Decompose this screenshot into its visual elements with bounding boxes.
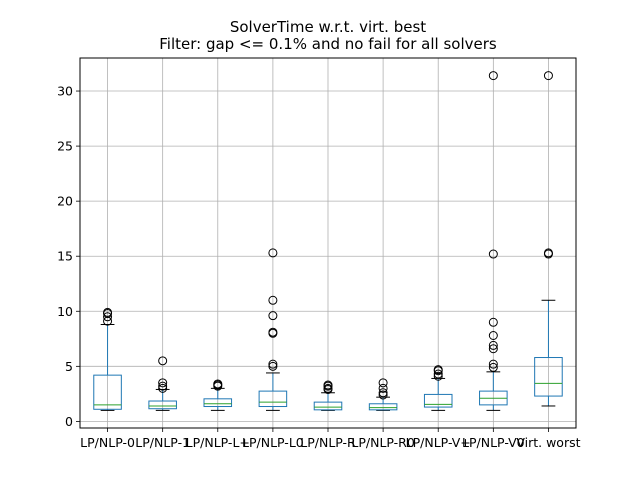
box-7 xyxy=(423,365,453,411)
iqr-box xyxy=(368,403,398,411)
y-tick-label: 15 xyxy=(57,249,73,264)
outlier-point xyxy=(488,362,498,372)
y-tick-label: 30 xyxy=(57,84,73,99)
iqr-box xyxy=(313,401,343,411)
outlier-point xyxy=(323,380,333,390)
outlier-point xyxy=(488,331,498,340)
chart-title: SolverTime w.r.t. virt. best xyxy=(230,18,426,36)
outlier-point xyxy=(378,383,388,393)
outlier-point xyxy=(488,249,498,259)
x-tick-label: LP/NLP-L+ xyxy=(186,435,250,450)
box-3 xyxy=(203,379,233,411)
y-axis: 0 5 10 15 20 25 30 xyxy=(57,84,80,429)
outlier-point xyxy=(488,340,498,350)
outlier-point xyxy=(268,248,278,258)
box-5 xyxy=(313,380,343,411)
x-tick-label: LP/NLP-L0 xyxy=(242,435,304,450)
box-9 xyxy=(534,71,563,407)
outlier-point xyxy=(323,383,333,393)
y-tick-label: 10 xyxy=(57,304,73,319)
outlier-point xyxy=(158,381,168,391)
outlier-point xyxy=(103,312,113,322)
x-tick-label: LP/NLP-1 xyxy=(135,435,190,450)
outlier-point xyxy=(433,365,443,375)
chart-subtitle: Filter: gap <= 0.1% and no fail for all … xyxy=(159,35,497,53)
iqr-box xyxy=(423,393,453,408)
outlier-point xyxy=(268,295,278,305)
box-series xyxy=(93,71,563,411)
x-tick-label: LP/NLP-R0 xyxy=(351,435,414,450)
y-tick-label: 25 xyxy=(57,139,73,154)
outlier-point xyxy=(158,378,168,388)
iqr-box xyxy=(93,374,122,410)
iqr-box xyxy=(258,390,288,408)
outlier-point xyxy=(378,388,388,398)
outlier-point xyxy=(488,71,498,81)
outlier-point xyxy=(488,317,498,327)
outlier-point xyxy=(268,327,278,337)
box-4 xyxy=(258,248,288,411)
x-tick-label: LP/NLP-R xyxy=(300,435,356,450)
outlier-point xyxy=(433,371,443,381)
box-1 xyxy=(93,307,122,411)
outlier-point xyxy=(213,379,223,389)
outlier-point xyxy=(103,307,113,317)
x-tick-label: LP/NLP-0 xyxy=(80,435,135,450)
outlier-point xyxy=(433,369,443,379)
outlier-point xyxy=(268,359,278,369)
box-6 xyxy=(368,378,398,411)
y-tick-label: 5 xyxy=(65,359,73,374)
x-tick-label: Virt. worst xyxy=(516,435,580,450)
x-tick-label: LP/NLP-V0 xyxy=(462,435,525,450)
iqr-box xyxy=(148,400,177,410)
outlier-point xyxy=(488,344,498,354)
grid-lines xyxy=(80,58,576,428)
box-2 xyxy=(148,356,177,411)
outlier-point xyxy=(378,390,388,400)
outlier-point xyxy=(268,361,278,371)
outlier-point xyxy=(268,311,278,321)
outlier-point xyxy=(378,378,388,388)
y-tick-label: 0 xyxy=(65,414,73,429)
outlier-point xyxy=(158,356,168,366)
outlier-point xyxy=(488,359,498,369)
x-axis: LP/NLP-0 LP/NLP-1LP/NLP-L+LP/NLP-L0LP/NLP… xyxy=(80,428,581,450)
outlier-point xyxy=(158,383,168,393)
outlier-point xyxy=(543,71,553,81)
iqr-box xyxy=(534,357,563,397)
box-8 xyxy=(479,71,508,411)
outlier-point xyxy=(543,248,553,258)
iqr-box xyxy=(203,398,233,408)
x-tick-label: LP/NLP-V+ xyxy=(406,435,471,450)
y-tick-label: 20 xyxy=(57,194,73,209)
